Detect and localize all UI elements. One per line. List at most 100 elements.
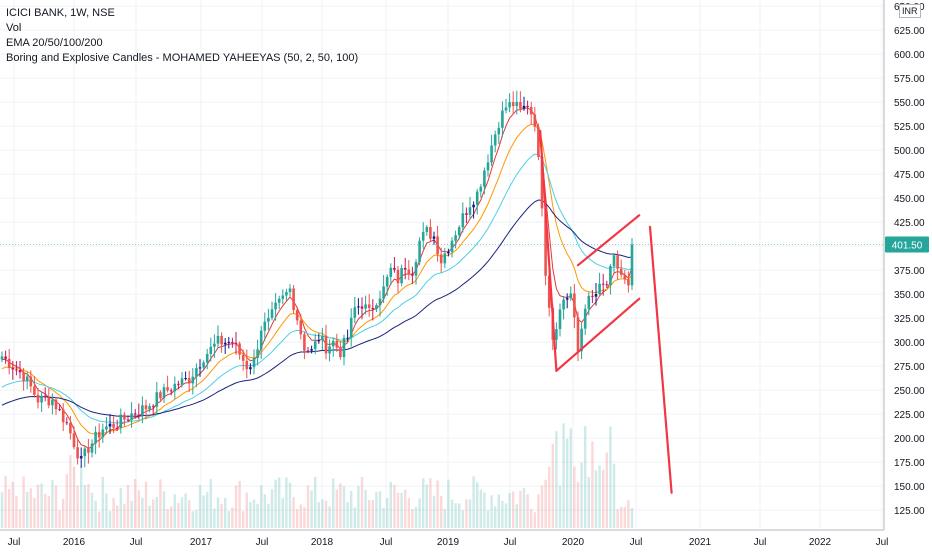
volume-bar (328, 506, 331, 528)
volume-bar (292, 497, 295, 528)
candle-body (429, 226, 432, 239)
volume-bar (609, 426, 612, 528)
volume-bar (263, 494, 266, 528)
candle-body (223, 342, 227, 345)
volume-bar (382, 507, 385, 528)
candle-body (123, 414, 126, 420)
y-tick-label: 350.00 (894, 290, 925, 301)
volume-bar (18, 509, 22, 528)
volume-bar (368, 499, 371, 528)
volume-bar (184, 493, 187, 528)
candle-body (213, 343, 216, 347)
volume-bar (465, 499, 468, 528)
volume-bar (227, 511, 230, 528)
candle-body (389, 267, 393, 277)
y-tick-label: 525.00 (894, 122, 925, 133)
pole (539, 129, 558, 372)
volume-bar (94, 500, 97, 528)
volume-bar (299, 504, 302, 528)
candle-body (40, 395, 43, 403)
volume-bar (209, 479, 212, 528)
legend-ema[interactable]: EMA 20/50/100/200 (6, 37, 103, 49)
volume-bar (296, 509, 299, 528)
volume-bar (62, 498, 65, 528)
legend-indicator[interactable]: Boring and Explosive Candles - MOHAMED Y… (6, 52, 359, 64)
candle-body (583, 308, 587, 329)
volume-bar (69, 454, 72, 528)
volume-bar (335, 489, 338, 528)
candle-body (249, 367, 252, 370)
volume-bar (407, 498, 410, 528)
candle-body (562, 299, 565, 310)
candle-body (382, 286, 385, 299)
candle-body (90, 443, 94, 453)
candle-body (166, 387, 169, 391)
volume-bar (360, 476, 364, 528)
volume-bar (198, 484, 202, 528)
volume-bar (11, 481, 14, 528)
x-tick-label: 2016 (63, 537, 86, 548)
candle-body (360, 306, 364, 309)
y-tick-label: 325.00 (894, 314, 925, 325)
candle-body (443, 253, 447, 264)
volume-bar (119, 488, 122, 528)
ema-line (1, 107, 633, 449)
volume-bar (540, 485, 544, 528)
candle-body (133, 413, 137, 415)
volume-bar (310, 490, 313, 528)
volume-bar (54, 485, 58, 528)
candle-body (324, 335, 328, 354)
volume-bar (566, 438, 569, 528)
candle-body (87, 448, 90, 453)
volume-bar (429, 478, 432, 528)
volume-bar (627, 500, 630, 528)
volume-bar (371, 499, 374, 528)
candle-body (519, 101, 522, 109)
volume-bar (504, 503, 508, 528)
candle-body (256, 349, 259, 358)
legend-symbol[interactable]: ICICI BANK, 1W, NSE (6, 7, 115, 19)
volume-bar (396, 492, 400, 528)
candle-body (403, 267, 407, 270)
currency-badge[interactable]: INR (899, 4, 921, 18)
volume-bar (339, 483, 342, 528)
volume-bar (569, 428, 572, 528)
volume-bar (123, 503, 126, 528)
volume-bar (522, 487, 526, 528)
candle-body (504, 107, 508, 111)
volume-bar (443, 509, 446, 528)
volume-bar (188, 500, 191, 528)
candle-body (328, 346, 331, 354)
volume-bar (548, 466, 551, 528)
candle-body (295, 309, 299, 321)
candle-body (342, 337, 346, 358)
y-tick-label: 200.00 (894, 434, 925, 445)
legend-volume[interactable]: Vol (6, 22, 22, 34)
y-tick-label: 600.00 (894, 50, 925, 61)
candle-body (241, 354, 245, 361)
volume-bar (602, 469, 605, 528)
candle-body (285, 292, 288, 296)
candle-body (407, 269, 411, 274)
candle-body (130, 413, 133, 420)
candle-body (501, 110, 504, 128)
volume-bar (166, 509, 169, 528)
volume-bar (447, 479, 450, 528)
candle-body (4, 356, 7, 359)
volume-bar (281, 498, 284, 528)
candle-body (439, 254, 443, 264)
candle-body (357, 306, 360, 308)
candle-body (526, 105, 529, 108)
volume-bar (267, 503, 270, 528)
candle-body (58, 409, 61, 411)
volume-bar (134, 478, 137, 528)
volume-bar (508, 493, 511, 528)
chart-legend: ICICI BANK, 1W, NSE Vol EMA 20/50/100/20… (6, 6, 358, 66)
y-tick-label: 550.00 (894, 98, 925, 109)
candle-body (281, 295, 285, 299)
candle-body (425, 226, 429, 232)
candle-body (202, 362, 205, 368)
candle-body (51, 399, 54, 406)
